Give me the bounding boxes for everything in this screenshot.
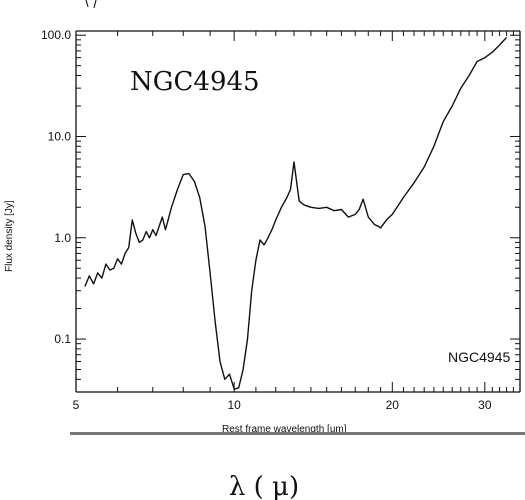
x-tick-label: 5 [73, 398, 80, 412]
plot-frame [75, 30, 521, 393]
axis-ticks [75, 31, 521, 393]
axis-tick-labels: 5 10 20 30 0.1 1.0 10.0 100.0 [41, 28, 492, 412]
x-axis-label: Rest frame wavelength [um] [222, 424, 347, 435]
x-tick-label: 10 [227, 398, 241, 412]
x-tick-label: 20 [386, 398, 400, 412]
top-edge-remnant [85, 0, 97, 9]
inset-label: NGC4945 [448, 349, 510, 365]
y-axis-label: Flux density [Jy] [4, 200, 15, 272]
separator-line [70, 432, 525, 435]
wavelength-caption: λ ( μ) [229, 472, 299, 500]
y-tick-label: 1.0 [54, 231, 71, 245]
chart-title: NGC4945 [130, 67, 260, 97]
y-tick-label: 10.0 [48, 129, 72, 143]
y-tick-label: 0.1 [54, 332, 71, 346]
x-tick-label: 30 [478, 398, 492, 412]
y-tick-label: 100.0 [41, 28, 71, 42]
series-line [84, 36, 508, 390]
